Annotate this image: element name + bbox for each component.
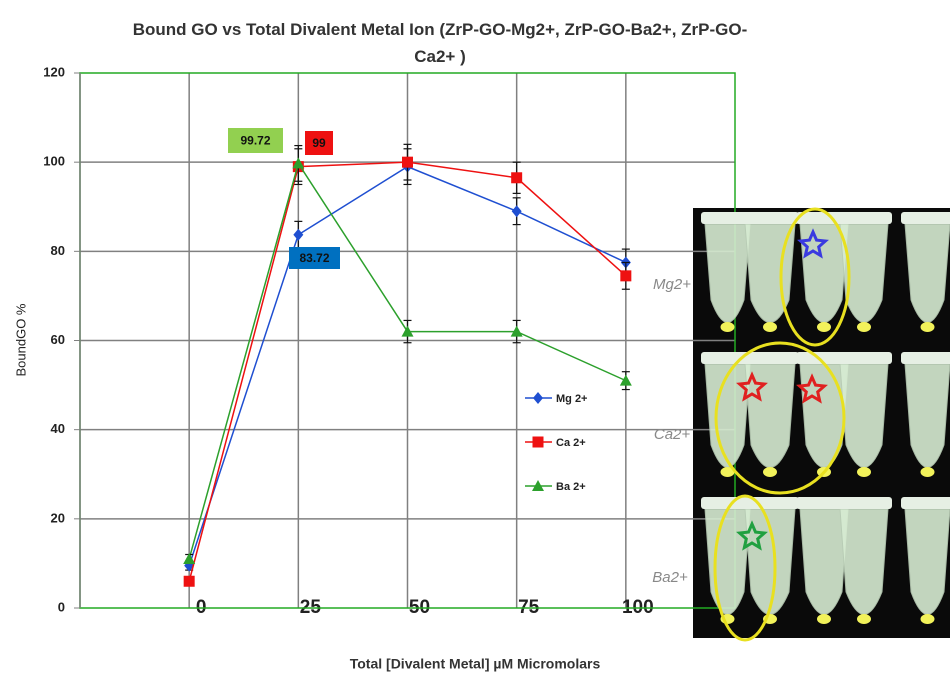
marker — [532, 436, 544, 448]
y-tick-label: 20 — [51, 510, 65, 525]
star — [736, 520, 768, 551]
y-tick-label: 40 — [51, 421, 65, 436]
legend-label: Ca 2+ — [556, 437, 586, 449]
pellet — [920, 467, 935, 477]
marker — [292, 157, 305, 169]
pellet — [857, 322, 871, 332]
star — [797, 228, 829, 259]
data-label-box — [228, 128, 283, 153]
marker — [183, 575, 195, 587]
pellet — [817, 322, 831, 332]
marker — [511, 172, 523, 184]
data-label: 99.72 — [240, 134, 270, 148]
tube-cap — [741, 352, 799, 364]
pellet — [920, 614, 935, 624]
star — [736, 371, 768, 402]
pellet — [817, 614, 831, 624]
tube-cap — [701, 352, 754, 364]
tube-cap — [901, 497, 950, 509]
data-label: 99 — [312, 136, 326, 150]
pellet — [720, 467, 735, 477]
star — [796, 373, 828, 404]
marker — [402, 156, 413, 168]
photo-label: Mg2+ — [653, 276, 691, 293]
y-tick-label: 100 — [43, 154, 65, 169]
tube-cap — [901, 212, 950, 224]
marker — [510, 325, 523, 337]
marker — [511, 205, 522, 218]
chart-title: Bound GO vs Total Divalent Metal Ion (Zr… — [132, 20, 748, 66]
tube-cap — [741, 497, 799, 509]
photo-label: Ca2+ — [654, 426, 691, 443]
y-tick-label: 120 — [43, 64, 65, 79]
pellet — [920, 322, 935, 332]
y-tick-label: 60 — [51, 332, 65, 347]
marker — [183, 552, 196, 564]
marker — [533, 392, 543, 404]
x-axis-label: Total [Divalent Metal] µM Micromolars — [350, 656, 601, 672]
tube-cap — [701, 212, 754, 224]
pellet — [763, 467, 777, 477]
y-tick-label: 80 — [51, 243, 65, 258]
photo-label: Ba2+ — [652, 569, 688, 586]
data-label-box — [289, 247, 340, 269]
pellet — [763, 322, 777, 332]
tube-cap — [901, 352, 950, 364]
marker — [293, 228, 304, 241]
tube-cap — [741, 212, 799, 224]
marker — [532, 480, 544, 491]
marker — [619, 374, 632, 386]
tube-cap — [836, 497, 892, 509]
tube-cap — [836, 352, 892, 364]
tube-cap — [836, 212, 892, 224]
marker — [401, 325, 414, 337]
pellet — [857, 614, 871, 624]
tube — [744, 508, 796, 615]
legend-label: Ba 2+ — [556, 481, 586, 493]
highlight-circle — [714, 341, 846, 495]
y-tick-label: 0 — [58, 599, 65, 614]
marker — [620, 270, 632, 282]
pellet — [857, 467, 871, 477]
highlight-circle — [713, 494, 777, 642]
highlight-circle — [779, 207, 851, 347]
data-label: 83.72 — [299, 251, 329, 265]
pellet — [720, 322, 735, 332]
y-axis-label: BoundGO % — [13, 303, 28, 376]
legend-label: Mg 2+ — [556, 393, 587, 405]
tube-cap — [701, 497, 754, 509]
data-label-box — [305, 131, 333, 155]
